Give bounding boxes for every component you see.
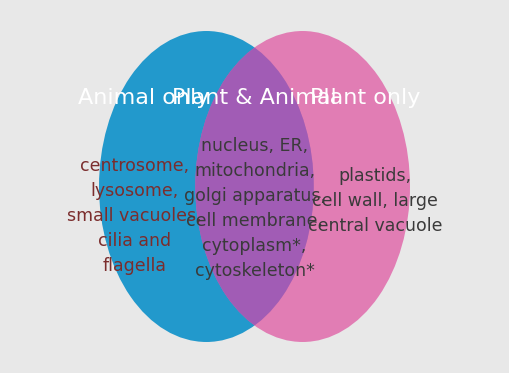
- Ellipse shape: [195, 31, 410, 342]
- Text: Plant only: Plant only: [310, 88, 421, 108]
- Text: plastids,
cell wall, large
central vacuole: plastids, cell wall, large central vacuo…: [307, 167, 442, 235]
- Ellipse shape: [99, 31, 314, 342]
- Text: Plant & Animal: Plant & Animal: [172, 88, 337, 108]
- Text: Animal only: Animal only: [78, 88, 209, 108]
- Text: nucleus, ER,
mitochondria,
golgi apparatus,
cell membrane,
cytoplasm*,
cytoskele: nucleus, ER, mitochondria, golgi apparat…: [184, 137, 325, 280]
- Text: centrosome,
lysosome,
small vacuoles,
cilia and
flagella: centrosome, lysosome, small vacuoles, ci…: [67, 157, 202, 275]
- Ellipse shape: [99, 31, 314, 342]
